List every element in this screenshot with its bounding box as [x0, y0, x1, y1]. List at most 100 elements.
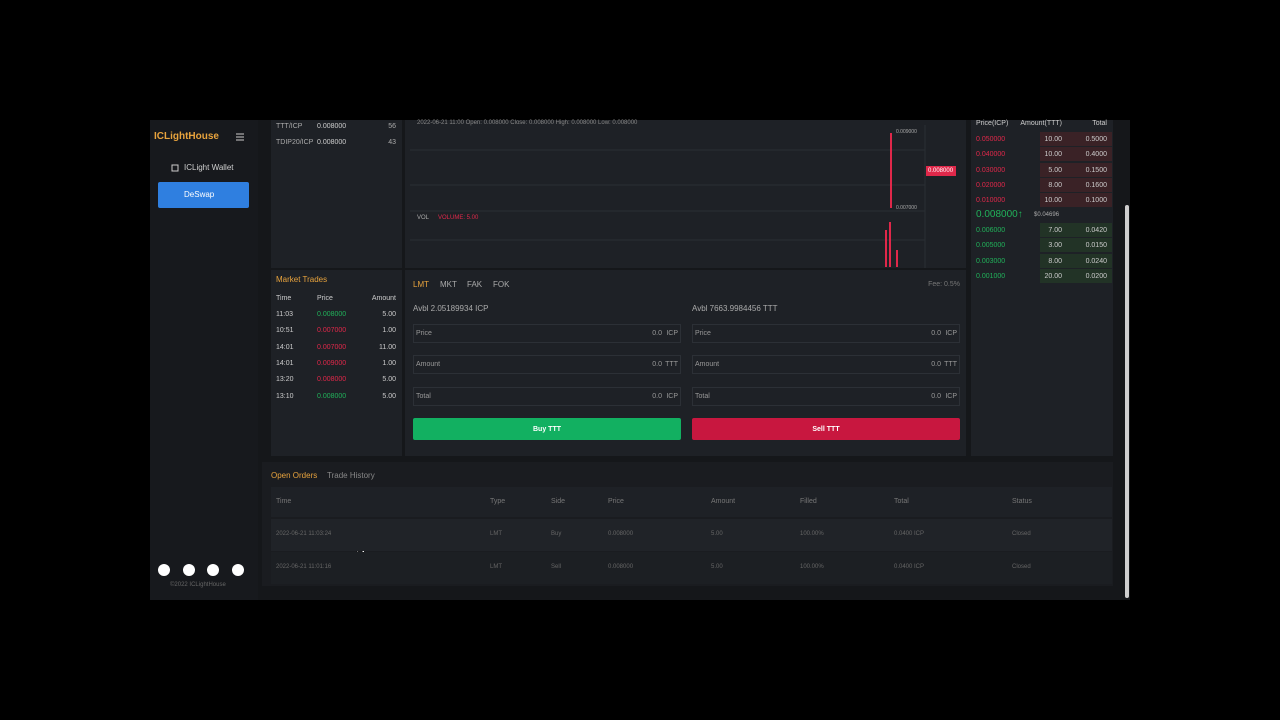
column-header: Amount	[711, 498, 736, 505]
pair-change: 56	[388, 123, 396, 130]
order-cell: Closed	[1012, 531, 1031, 537]
orders-tab[interactable]: Trade History	[327, 471, 375, 480]
pair-change: 43	[388, 139, 396, 146]
menu-icon[interactable]	[236, 133, 244, 141]
book-amount: 7.00	[1048, 227, 1062, 234]
pair-price: 0.008000	[317, 139, 347, 146]
input-label: Price	[416, 330, 432, 337]
book-total: 0.0420	[1085, 227, 1107, 234]
input-field[interactable]	[413, 355, 681, 374]
order-cell: Sell	[551, 564, 562, 570]
input-label: Total	[416, 393, 431, 400]
order-cell: 0.008000	[608, 564, 634, 570]
trade-time: 11:03	[276, 311, 293, 318]
input-unit: ICP	[945, 393, 957, 400]
column-header: Total	[1092, 120, 1107, 127]
input-field[interactable]	[692, 387, 960, 406]
input-value: 0.0	[931, 330, 941, 337]
medium-icon[interactable]	[207, 564, 219, 576]
pair-name[interactable]: TDIP20/ICP	[276, 139, 314, 146]
book-price: 0.050000	[976, 136, 1006, 143]
nav-item[interactable]: DeSwap	[184, 190, 215, 199]
discord-icon[interactable]	[232, 564, 244, 576]
buy-button[interactable]	[413, 418, 681, 440]
book-price: 0.030000	[976, 166, 1006, 174]
github-icon[interactable]	[158, 564, 170, 576]
book-row-bg	[1040, 193, 1112, 208]
book-total: 0.0150	[1085, 242, 1107, 250]
kline-header: 2022-06-21 11:00 Open: 0.008000 Close: 0…	[417, 120, 638, 126]
input-unit: ICP	[945, 330, 957, 337]
panel-title: Market Trades	[276, 275, 328, 284]
book-price: 0.001000	[976, 272, 1006, 280]
book-total: 0.1000	[1085, 197, 1107, 205]
trade-price: 0.007000	[317, 343, 347, 351]
book-amount: 8.00	[1048, 181, 1062, 189]
input-field[interactable]	[413, 387, 681, 406]
book-total: 0.0240	[1085, 257, 1107, 265]
column-header: Price	[317, 295, 333, 302]
market-trades-panel	[271, 270, 402, 456]
input-field[interactable]	[413, 324, 681, 343]
input-value: 0.0	[931, 393, 941, 400]
input-unit: TTT	[665, 361, 678, 368]
trade-time: 13:20	[276, 376, 294, 384]
trade-time: 13:10	[276, 392, 294, 400]
column-header: Type	[490, 498, 506, 505]
trade-amount: 11.00	[379, 343, 396, 351]
trade-amount: 1.00	[382, 327, 396, 335]
order-cell: LMT	[490, 531, 502, 537]
book-row-bg	[1040, 238, 1112, 253]
column-header: Price(ICP)	[976, 120, 1009, 127]
orders-tab[interactable]: Open Orders	[271, 471, 318, 480]
trade-price: 0.008000	[317, 392, 347, 400]
book-total: 0.1600	[1085, 181, 1107, 189]
order-type-tab[interactable]: FOK	[493, 280, 510, 289]
input-label: Amount	[416, 361, 441, 368]
copyright: ©2022 ICLightHouse	[170, 582, 226, 588]
pairs-panel	[271, 120, 402, 268]
input-field[interactable]	[692, 355, 960, 374]
order-cell: 2022-06-21 11:03:24	[276, 531, 332, 537]
twitter-icon[interactable]	[183, 564, 195, 576]
book-amount: 3.00	[1048, 242, 1062, 250]
column-header: Total	[894, 498, 909, 505]
volume-bar	[885, 230, 887, 267]
buy-button-label[interactable]: Buy TTT	[533, 426, 561, 433]
book-price: 0.040000	[976, 151, 1006, 159]
volume-label: VOLUME: 5.00	[438, 215, 479, 221]
nav-active[interactable]	[158, 182, 249, 208]
order-type-tab[interactable]: FAK	[467, 280, 483, 289]
nav-item[interactable]: ICLight Wallet	[184, 163, 234, 172]
order-cell: 100.00%	[800, 531, 824, 537]
book-amount: 20.00	[1044, 272, 1062, 280]
orders-header-bg	[271, 487, 1112, 517]
book-total: 0.0200	[1085, 272, 1107, 280]
book-row-bg	[1040, 177, 1112, 192]
vol-label: VOL	[417, 215, 430, 221]
last-price: 0.008000↑	[976, 209, 1023, 220]
order-type-tab[interactable]: LMT	[413, 280, 429, 289]
book-amount: 10.00	[1044, 136, 1062, 143]
fee: Fee: 0.5%	[928, 281, 960, 288]
input-label: Total	[695, 393, 710, 400]
available-balance: Avbl 2.05189934 ICP	[413, 304, 489, 313]
order-cell: LMT	[490, 564, 502, 570]
scrollbar[interactable]	[1125, 205, 1129, 598]
input-unit: ICP	[666, 393, 678, 400]
sell-button[interactable]	[692, 418, 960, 440]
order-type-tab[interactable]: MKT	[440, 280, 457, 289]
trade-time: 14:01	[276, 343, 294, 351]
order-cell: 5.00	[711, 531, 723, 537]
pair-price: 0.008000	[317, 123, 347, 130]
trade-price: 0.009000	[317, 359, 347, 367]
sell-button-label[interactable]: Sell TTT	[812, 426, 840, 433]
input-label: Price	[695, 330, 711, 337]
input-field[interactable]	[692, 324, 960, 343]
input-unit: TTT	[944, 361, 957, 368]
order-cell: 5.00	[711, 564, 723, 570]
book-row-bg	[1040, 132, 1112, 146]
pair-name[interactable]: TTT/ICP	[276, 123, 303, 130]
